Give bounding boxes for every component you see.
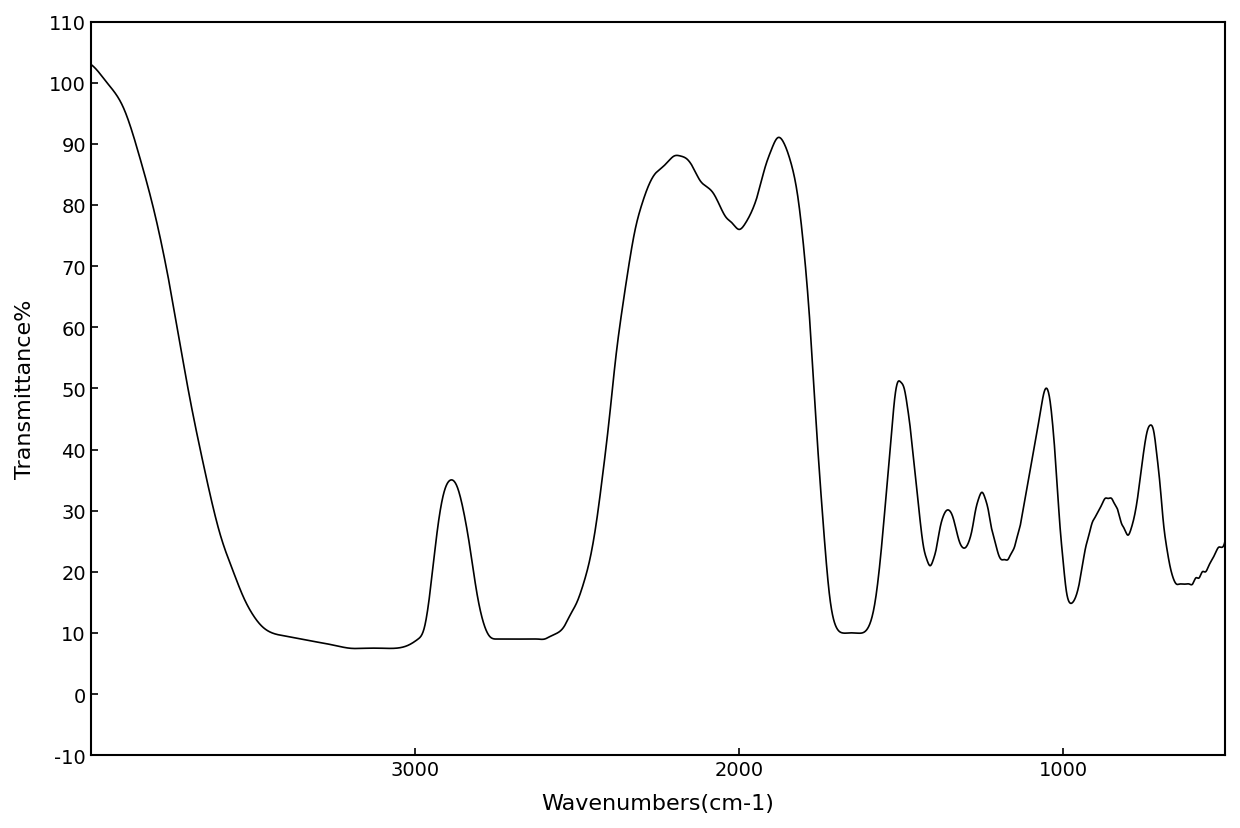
X-axis label: Wavenumbers(cm-1): Wavenumbers(cm-1) (542, 793, 774, 813)
Y-axis label: Transmittance%: Transmittance% (15, 300, 35, 479)
